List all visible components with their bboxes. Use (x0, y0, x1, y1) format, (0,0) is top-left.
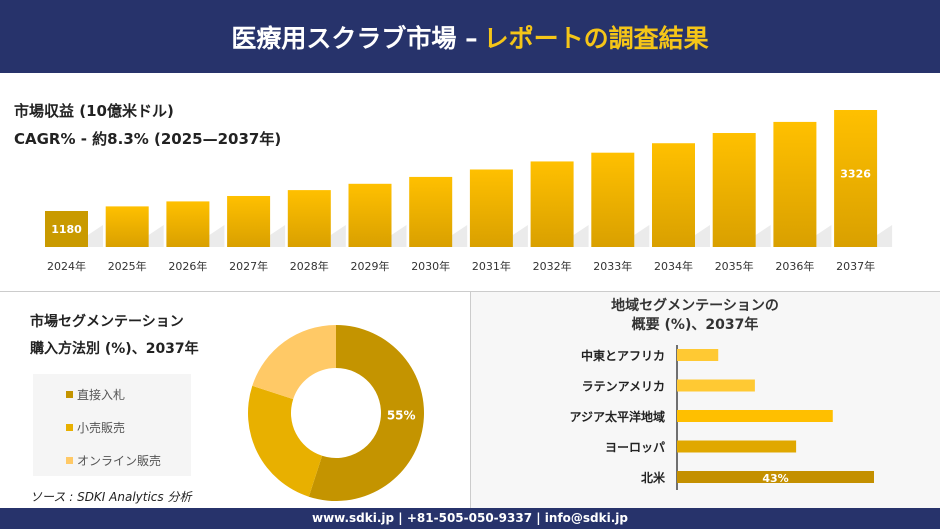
donut-slice (252, 325, 336, 400)
bar (652, 143, 695, 247)
legend-item: 直接入札 (66, 386, 125, 403)
legend-label: オンライン販売 (77, 454, 162, 468)
legend-swatch (66, 424, 73, 431)
cagr-label: CAGR% - 約8.3% (2025—2037年) (14, 130, 282, 148)
revenue-label: 市場収益 (10億米ドル) (14, 102, 174, 120)
y-tick-label: 北米 (641, 470, 666, 485)
x-tick-label: 2034年 (654, 259, 693, 273)
legend-item: 小売販売 (66, 419, 125, 436)
bar (227, 195, 271, 247)
x-tick-label: 2037年 (836, 259, 875, 273)
x-tick-label: 2032年 (533, 259, 572, 273)
header-banner: 医療用スクラブ市場 – レポートの調査結果 (0, 0, 940, 73)
x-tick-label: 2033年 (593, 259, 632, 273)
data-label: 3326 (840, 168, 871, 181)
legend-label: 直接入札 (77, 388, 126, 402)
region-title-line2: 概要 (%)、2037年 (631, 317, 759, 333)
bar-shadow (270, 225, 286, 247)
bar (409, 176, 453, 247)
bar-shadow (512, 225, 528, 247)
legend-item: オンライン販売 (66, 452, 161, 469)
revenue-bar-chart: 2024年 1180 2025年 2026年 2027年 2028年 2029年 2030年 2… (45, 110, 893, 273)
bar-shadow (877, 225, 893, 247)
bar (712, 133, 756, 247)
divider (470, 292, 471, 508)
donut-legend: 直接入札 小売販売 オンライン販売 (33, 374, 191, 476)
region-title-line1: 地域セグメンテーションの (611, 298, 779, 314)
footer-contact: www.sdki.jp | +81-505-050-9337 | info@sd… (0, 508, 940, 529)
x-tick-label: 2035年 (715, 259, 754, 273)
bar-shadow (816, 225, 832, 247)
bar-shadow (695, 225, 710, 247)
x-tick-label: 2025年 (108, 259, 147, 273)
data-label: 1180 (51, 223, 82, 236)
segment-title: 市場セグメンテーション (30, 314, 184, 330)
y-tick-label: ヨーロッパ (605, 441, 665, 455)
bar (348, 183, 392, 247)
y-tick-label: ラテンアメリカ (582, 380, 665, 394)
donut-slice (248, 385, 323, 497)
purchase-donut-chart: 55% (248, 325, 424, 501)
title-highlight: レポートの調査結果 (483, 23, 709, 53)
bar-shadow (573, 225, 589, 247)
bar (166, 201, 210, 247)
bar-shadow (452, 225, 468, 247)
legend-swatch (66, 391, 73, 398)
title-main: 医療用スクラブ市場 – (231, 23, 478, 53)
source-note: ソース : SDKI Analytics 分析 (30, 490, 192, 504)
bar (677, 349, 719, 361)
bar-shadow (391, 225, 407, 247)
bar (773, 121, 817, 247)
x-tick-label: 2030年 (411, 259, 450, 273)
bar-shadow (330, 225, 346, 247)
x-tick-label: 2024年 (47, 259, 86, 273)
segment-subtitle: 購入方法別 (%)、2037年 (30, 341, 199, 357)
bar-shadow (755, 225, 771, 247)
bar (834, 110, 878, 247)
bar (677, 410, 833, 422)
y-tick-label: アジア太平洋地域 (569, 409, 665, 424)
region-title: 地域セグメンテーションの 概要 (%)、2037年 (560, 297, 830, 335)
bar (677, 440, 797, 453)
bar-shadow (88, 225, 103, 247)
bar (287, 190, 331, 247)
bar (591, 152, 635, 247)
data-label: 55% (387, 408, 416, 422)
x-tick-label: 2029年 (351, 259, 390, 273)
bar-shadow (634, 225, 650, 247)
x-tick-label: 2026年 (168, 259, 207, 273)
legend-swatch (66, 457, 73, 464)
bar (677, 471, 874, 483)
bar (45, 211, 88, 247)
bar-shadow (209, 225, 225, 247)
bar (469, 169, 513, 247)
bar-shadow (148, 225, 164, 247)
divider (0, 291, 940, 292)
donut-slice (308, 325, 424, 501)
x-tick-label: 2027年 (229, 259, 268, 273)
legend-label: 小売販売 (77, 421, 126, 435)
data-label: 43% (762, 472, 788, 485)
x-tick-label: 2036年 (775, 259, 814, 273)
y-tick-label: 中東とアフリカ (581, 348, 665, 363)
bar (677, 379, 755, 392)
bar (105, 206, 149, 247)
x-tick-label: 2028年 (290, 259, 329, 273)
x-tick-label: 2031年 (472, 259, 511, 273)
bar (530, 161, 574, 247)
